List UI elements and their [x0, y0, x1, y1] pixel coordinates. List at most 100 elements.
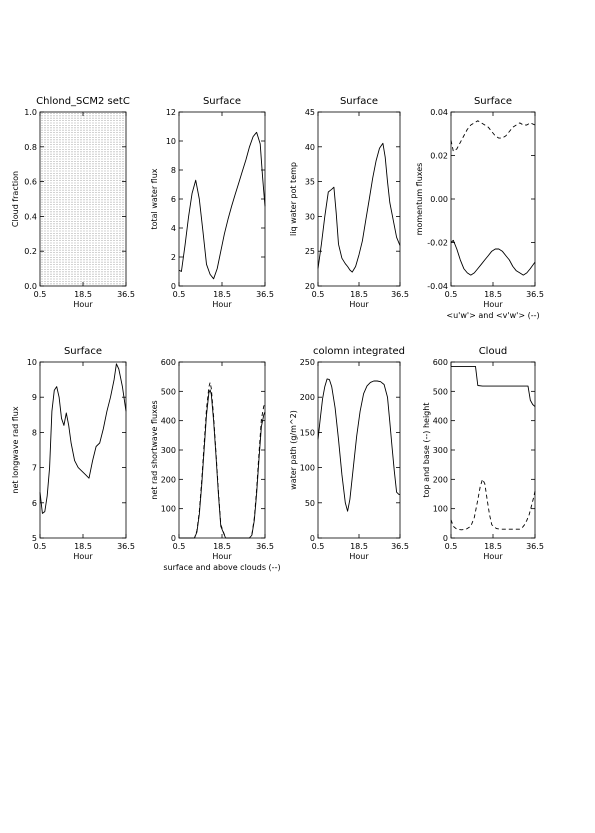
y-tick-label: 9: [32, 393, 37, 402]
y-tick-label: 0.6: [24, 178, 37, 187]
y-tick-label: 4: [171, 224, 176, 233]
plot-frame: [450, 361, 536, 539]
x-tick-label: 18.5: [350, 542, 368, 551]
x-axis-label: Hour: [212, 552, 232, 561]
panel-title: Chlond_SCM2 setC: [36, 96, 130, 107]
plot-frame: [39, 361, 127, 539]
y-tick-label: 0: [310, 534, 315, 543]
x-tick-label: 18.5: [213, 290, 231, 299]
y-tick-label: 35: [305, 178, 315, 187]
cloud-fraction-dot-fill: [41, 113, 124, 285]
y-tick-label: 200: [300, 393, 315, 402]
series-line-solid: [317, 142, 401, 273]
panel-7: 0 50 100 150 200 250 0.5 18.5 36.5 colomn integra…: [289, 346, 409, 561]
y-axis-label: momentum fluxes: [415, 163, 424, 236]
y-tick-label: 400: [433, 417, 448, 426]
y-tick-label: 0.0: [24, 282, 37, 291]
x-axis-label: Hour: [483, 300, 503, 309]
plot-frame: [317, 111, 401, 287]
series-line-dashed: [450, 478, 536, 531]
x-axis-label: Hour: [483, 552, 503, 561]
x-tick-label: 36.5: [526, 290, 544, 299]
plot-frame: [178, 361, 266, 539]
x-tick-label: 36.5: [117, 290, 135, 299]
series-line-solid: [450, 239, 536, 276]
series-line-dashed: [450, 120, 536, 152]
panel-title: Surface: [474, 96, 512, 107]
y-axis-label: Cloud fraction: [11, 171, 20, 227]
y-tick-label: 400: [161, 417, 176, 426]
y-tick-label: 10: [166, 137, 176, 146]
x-tick-label: 0.5: [173, 542, 186, 551]
y-tick-label: -0.02: [427, 239, 448, 248]
y-tick-label: 600: [161, 358, 176, 367]
y-tick-label: 5: [32, 534, 37, 543]
series-line-solid: [317, 378, 400, 512]
y-tick-label: 1.0: [24, 108, 37, 117]
y-axis-label: net longwave rad flux: [11, 406, 20, 494]
y-tick-label: 6: [32, 499, 37, 508]
x-tick-label: 0.5: [312, 290, 325, 299]
y-tick-label: 8: [32, 428, 37, 437]
y-tick-label: 30: [305, 212, 315, 221]
y-tick-label: 150: [300, 428, 315, 437]
panel-title: Surface: [203, 96, 241, 107]
y-tick-label: -0.04: [427, 282, 448, 291]
y-axis-label: liq water pot temp: [289, 162, 298, 236]
x-tick-label: 18.5: [74, 290, 92, 299]
x-tick-label: 18.5: [74, 542, 92, 551]
panel-5: 5 6 7 8 9 10 0.5 18.5 36.5 Surface Hour net longwav…: [11, 346, 135, 561]
y-axis-label: net rad shortwave fluxes: [150, 400, 159, 499]
x-tick-label: 18.5: [484, 290, 502, 299]
panel-6: 0 100 200 300 400 500 600 0.5 18.5 36.5 Hour surfac…: [150, 358, 281, 572]
y-axis-label: top and base (--) height: [422, 403, 431, 498]
plot-frame: [39, 111, 127, 287]
y-tick-label: 25: [305, 247, 315, 256]
x-tick-label: 36.5: [117, 542, 135, 551]
panel-title: Surface: [64, 346, 102, 357]
y-tick-label: 0.02: [430, 152, 448, 161]
y-tick-label: 0.04: [430, 108, 448, 117]
x-tick-label: 18.5: [213, 542, 231, 551]
y-tick-label: 500: [161, 387, 176, 396]
series-line-solid: [179, 389, 266, 539]
y-tick-label: 0.4: [24, 212, 37, 221]
y-tick-label: 500: [433, 387, 448, 396]
y-tick-label: 600: [433, 358, 448, 367]
x-tick-label: 0.5: [173, 290, 186, 299]
y-tick-label: 0: [171, 534, 176, 543]
x-tick-label: 0.5: [34, 290, 47, 299]
x-tick-label: 0.5: [445, 290, 458, 299]
y-tick-label: 50: [305, 499, 315, 508]
y-tick-label: 200: [161, 475, 176, 484]
plot-frame: [450, 111, 536, 287]
y-tick-label: 0.8: [24, 143, 37, 152]
y-tick-label: 40: [305, 143, 315, 152]
y-tick-label: 0.2: [24, 247, 37, 256]
x-tick-label: 36.5: [256, 542, 274, 551]
panel-title: colomn integrated: [313, 346, 405, 357]
x-axis-sublabel: <u'w'> and <v'w'> (--): [446, 311, 539, 320]
series-line-dashed: [179, 382, 266, 539]
x-axis-label: Hour: [212, 300, 232, 309]
y-axis-label: total water flux: [150, 168, 159, 229]
x-tick-label: 36.5: [526, 542, 544, 551]
y-tick-label: 200: [433, 475, 448, 484]
y-tick-label: 6: [171, 195, 176, 204]
panel-8: 0 100 200 300 400 500 600 0.5 18.5 36.5 Cloud Hour t…: [422, 346, 544, 561]
y-tick-label: 300: [433, 446, 448, 455]
y-tick-label: 10: [27, 358, 37, 367]
x-axis-label: Hour: [73, 300, 93, 309]
panel-4: -0.04 -0.02 0.00 0.02 0.04 0.5 18.5 36.5 Surface…: [415, 96, 544, 320]
x-tick-label: 0.5: [445, 542, 458, 551]
x-axis-label: Hour: [349, 300, 369, 309]
series-line-solid: [39, 363, 127, 514]
x-tick-label: 18.5: [484, 542, 502, 551]
x-axis-label: Hour: [349, 552, 369, 561]
y-tick-label: 8: [171, 166, 176, 175]
y-tick-label: 100: [433, 505, 448, 514]
panel-2: 0 2 4 6 8 10 12 0.5 18.5 36.5 Surface Hour total wat…: [150, 96, 274, 309]
y-tick-label: 45: [305, 108, 315, 117]
y-tick-label: 250: [300, 358, 315, 367]
